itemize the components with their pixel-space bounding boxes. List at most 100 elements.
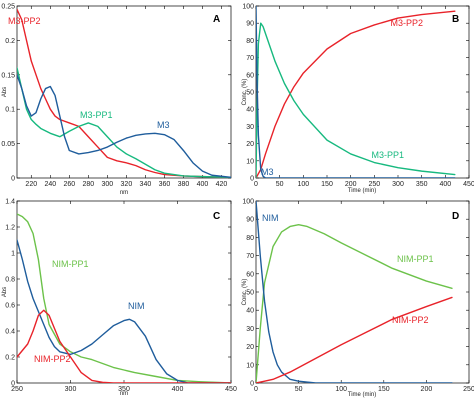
series-line-nim-pp1 bbox=[17, 213, 231, 383]
x-tick-label: 340 bbox=[140, 181, 152, 188]
y-tick-label: 1.4 bbox=[5, 199, 15, 206]
series-line-m3-pp1 bbox=[17, 67, 231, 178]
series-line-m3-pp1 bbox=[256, 22, 456, 178]
y-tick-label: 50 bbox=[246, 90, 254, 97]
panel-c: 250 300 350 400 450 0 0.2 0.4 0.6 0.8 1 1.2 1.4 nm Abs… bbox=[2, 199, 237, 398]
x-tick-label: 100 bbox=[335, 386, 347, 393]
y-tick-label: 90 bbox=[246, 217, 254, 224]
series-line-m3-pp2 bbox=[256, 10, 456, 178]
panel-letter: A bbox=[213, 14, 220, 25]
y-tick-label: 40 bbox=[246, 107, 254, 114]
y-tick-label: 1.2 bbox=[5, 225, 15, 232]
series-line-m3-pp2 bbox=[17, 8, 231, 178]
y-tick-label: 1 bbox=[11, 251, 15, 258]
y-tick-label: 0.4 bbox=[5, 329, 15, 336]
x-tick-label: 250 bbox=[11, 386, 23, 393]
y-tick-label: 80 bbox=[246, 38, 254, 45]
x-tick-label: 400 bbox=[197, 181, 209, 188]
y-tick-label: 10 bbox=[246, 158, 254, 165]
y-tick-label: 20 bbox=[246, 141, 254, 148]
series-label-m3-pp2: M3-PP2 bbox=[390, 18, 423, 28]
y-tick-label: 40 bbox=[246, 308, 254, 315]
series-label-m3: M3 bbox=[261, 167, 274, 177]
y-tick-label: 0.25 bbox=[1, 4, 15, 11]
x-tick-label: 360 bbox=[159, 181, 171, 188]
series-line-m3 bbox=[17, 74, 231, 178]
x-tick-label: 0 bbox=[254, 181, 258, 188]
x-tick-label: 420 bbox=[216, 181, 228, 188]
y-axis-label: Conc. (%) bbox=[242, 279, 248, 306]
x-tick-label: 240 bbox=[44, 181, 56, 188]
plot-frame bbox=[255, 5, 470, 179]
x-tick-label: 300 bbox=[102, 181, 114, 188]
series-label-nim: NIM bbox=[128, 301, 145, 311]
x-tick-label: 400 bbox=[439, 181, 451, 188]
series-label-nim-pp1: NIM-PP1 bbox=[397, 254, 434, 264]
y-tick-label: 0.15 bbox=[1, 72, 15, 79]
y-tick-label: 0.8 bbox=[5, 277, 15, 284]
x-tick-label: 280 bbox=[82, 181, 94, 188]
y-tick-label: 0.6 bbox=[5, 303, 15, 310]
series-label-nim-pp2: NIM-PP2 bbox=[34, 354, 71, 364]
y-tick-label: 10 bbox=[246, 362, 254, 369]
x-tick-label: 260 bbox=[63, 181, 75, 188]
series-line-nim-pp1 bbox=[256, 223, 453, 383]
x-axis-label: Time (min) bbox=[348, 188, 376, 194]
x-tick-label: 450 bbox=[463, 181, 474, 188]
panel-letter: D bbox=[452, 211, 459, 222]
y-tick-label: 0 bbox=[11, 381, 15, 388]
x-tick-label: 100 bbox=[297, 181, 309, 188]
y-tick-label: 0 bbox=[11, 176, 15, 183]
x-tick-label: 380 bbox=[178, 181, 190, 188]
y-tick-label: 90 bbox=[246, 21, 254, 28]
series-label-nim-pp1: NIM-PP1 bbox=[52, 259, 89, 269]
y-tick-label: 0.05 bbox=[1, 141, 15, 148]
y-tick-label: 0.2 bbox=[5, 355, 15, 362]
x-tick-label: 300 bbox=[392, 181, 404, 188]
series-label-m3-pp1: M3-PP1 bbox=[80, 110, 113, 120]
x-tick-label: 450 bbox=[225, 386, 237, 393]
y-tick-label: 60 bbox=[246, 271, 254, 278]
y-tick-label: 0 bbox=[250, 381, 254, 388]
x-tick-label: 150 bbox=[378, 386, 390, 393]
x-tick-label: 150 bbox=[321, 181, 333, 188]
y-tick-label: 0.2 bbox=[5, 38, 15, 45]
y-tick-label: 80 bbox=[246, 235, 254, 242]
y-axis-label: Abs bbox=[2, 287, 8, 297]
x-tick-label: 50 bbox=[295, 386, 303, 393]
x-tick-label: 250 bbox=[463, 386, 474, 393]
panel-d: 0 50 100 150 200 2500102030405060708090100Tim… bbox=[242, 199, 474, 399]
x-tick-label: 320 bbox=[121, 181, 133, 188]
panel-a: 220 240 260 280 300 320 340 360 380 400 420 0 0.05 0.… bbox=[1, 4, 232, 196]
series-line-m3 bbox=[256, 6, 456, 178]
y-tick-label: 70 bbox=[246, 55, 254, 62]
x-axis-label: Time (min) bbox=[348, 392, 376, 398]
panel-b: 0 50 100 150 200 250 300 350 400 450 0 10 20 30 40 50 60… bbox=[242, 4, 474, 195]
x-tick-label: 350 bbox=[416, 181, 428, 188]
x-tick-label: 220 bbox=[25, 181, 37, 188]
x-tick-label: 50 bbox=[276, 181, 284, 188]
series-line-nim bbox=[17, 239, 231, 383]
x-axis-label: nm bbox=[120, 190, 128, 196]
x-tick-label: 200 bbox=[345, 181, 357, 188]
y-tick-label: 100 bbox=[242, 4, 254, 11]
series-label-m3-pp2: M3-PP2 bbox=[8, 16, 41, 26]
panel-letter: C bbox=[213, 211, 220, 222]
x-tick-label: 400 bbox=[172, 386, 184, 393]
x-tick-label: 0 bbox=[254, 386, 258, 393]
y-tick-label: 100 bbox=[242, 199, 254, 206]
y-tick-label: 60 bbox=[246, 72, 254, 79]
x-tick-label: 200 bbox=[421, 386, 433, 393]
series-label-m3-pp1: M3-PP1 bbox=[371, 150, 404, 160]
series-line-nim-pp2 bbox=[17, 309, 231, 383]
y-tick-label: 0.1 bbox=[5, 107, 15, 114]
x-axis-label: nm bbox=[120, 391, 128, 397]
y-tick-label: 70 bbox=[246, 253, 254, 260]
y-tick-label: 0 bbox=[250, 176, 254, 183]
series-label-m3: M3 bbox=[157, 120, 170, 130]
x-tick-label: 300 bbox=[65, 386, 77, 393]
x-tick-label: 250 bbox=[368, 181, 380, 188]
y-axis-label: Abs bbox=[2, 87, 8, 97]
y-tick-label: 30 bbox=[246, 326, 254, 333]
